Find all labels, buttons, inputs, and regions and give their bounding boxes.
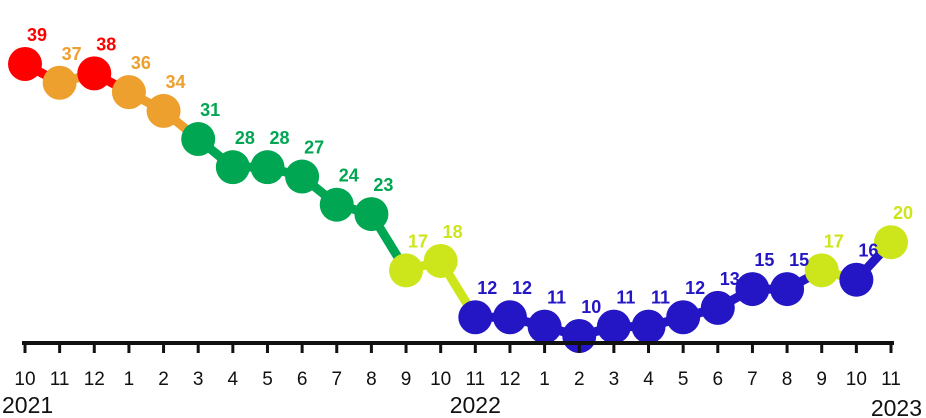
data-point [839, 262, 874, 297]
data-point [146, 93, 181, 128]
data-label: 18 [443, 222, 463, 242]
data-point [8, 47, 42, 81]
x-tick-label: 5 [678, 369, 689, 390]
x-tick-label: 11 [465, 369, 485, 390]
x-tick-label: 2 [574, 369, 585, 390]
data-point [804, 253, 839, 288]
data-label: 34 [166, 72, 186, 92]
data-point [285, 159, 320, 194]
data-point [250, 150, 285, 185]
data-point [700, 290, 735, 325]
x-tick-label: 9 [816, 369, 827, 390]
data-label: 37 [62, 44, 82, 64]
data-label: 15 [754, 250, 774, 270]
data-label: 28 [235, 128, 255, 148]
data-label: 23 [373, 175, 393, 195]
data-label: 27 [304, 138, 324, 158]
x-tick-label: 4 [643, 369, 654, 390]
x-tick-label: 4 [228, 369, 239, 390]
data-point [42, 65, 77, 100]
data-point [770, 272, 805, 307]
data-label: 31 [200, 100, 220, 120]
x-tick-label: 3 [609, 369, 620, 390]
data-label: 24 [339, 166, 359, 186]
data-label: 16 [858, 241, 878, 261]
data-label: 11 [547, 288, 566, 308]
data-labels: 39 37 38 36 34 31 28 28 27 24 23 17 18 12 12 11 10 11 11 12… [27, 25, 913, 317]
data-point [874, 225, 908, 260]
data-point [77, 56, 112, 91]
x-tick-label: 1 [124, 369, 135, 390]
year-labels: 2021 2022 2023 [2, 392, 922, 418]
year-label: 2021 [2, 392, 53, 418]
x-tick-label: 6 [297, 369, 308, 390]
x-tick-label: 6 [713, 369, 724, 390]
x-tick-label: 12 [84, 369, 105, 390]
x-tick-label: 12 [499, 369, 520, 390]
data-point [319, 187, 354, 222]
data-label: 10 [581, 297, 601, 317]
data-label: 20 [893, 203, 913, 223]
data-points [8, 47, 908, 353]
x-tick-label: 5 [262, 369, 273, 390]
data-label: 13 [720, 269, 740, 289]
data-label: 12 [512, 278, 532, 298]
x-tick-label: 11 [881, 369, 901, 390]
year-label: 2023 [871, 395, 922, 418]
x-tick-label: 10 [14, 369, 35, 390]
data-point [389, 253, 424, 288]
data-point [735, 272, 770, 307]
data-point [631, 309, 666, 344]
data-label: 17 [408, 231, 428, 251]
data-label: 15 [789, 250, 809, 270]
x-tick-label: 3 [193, 369, 204, 390]
x-tick-label: 9 [401, 369, 412, 390]
x-tick-label: 10 [430, 369, 451, 390]
data-label: 28 [269, 128, 289, 148]
data-label: 11 [651, 288, 670, 308]
data-point [181, 122, 216, 157]
data-label: 17 [824, 231, 844, 251]
x-tick-label: 2 [158, 369, 169, 390]
data-point [215, 150, 250, 185]
x-tick-labels: 10 11 12 1 2 3 4 5 6 7 8 9 10 11 12 1 2 3 4 5 6 7 8 9 10 11 [14, 369, 900, 390]
data-point [527, 309, 562, 344]
data-point [492, 300, 527, 335]
data-label: 11 [616, 288, 635, 308]
data-point [111, 75, 146, 110]
x-tick-label: 11 [50, 369, 70, 390]
data-point [423, 243, 458, 278]
year-label: 2022 [450, 392, 501, 418]
data-point [596, 309, 631, 344]
data-label: 39 [27, 25, 47, 45]
x-tick-label: 7 [331, 369, 342, 390]
data-point [458, 300, 493, 335]
x-tick-label: 1 [539, 369, 550, 390]
x-tick-label: 10 [846, 369, 867, 390]
data-label: 12 [477, 278, 497, 298]
data-point [354, 197, 389, 232]
data-label: 12 [685, 278, 705, 298]
data-point [666, 300, 701, 335]
x-axis [22, 341, 894, 353]
data-label: 36 [131, 53, 151, 73]
data-label: 38 [96, 34, 116, 54]
x-tick-label: 7 [747, 369, 758, 390]
x-tick-label: 8 [782, 369, 793, 390]
x-tick-label: 8 [366, 369, 377, 390]
